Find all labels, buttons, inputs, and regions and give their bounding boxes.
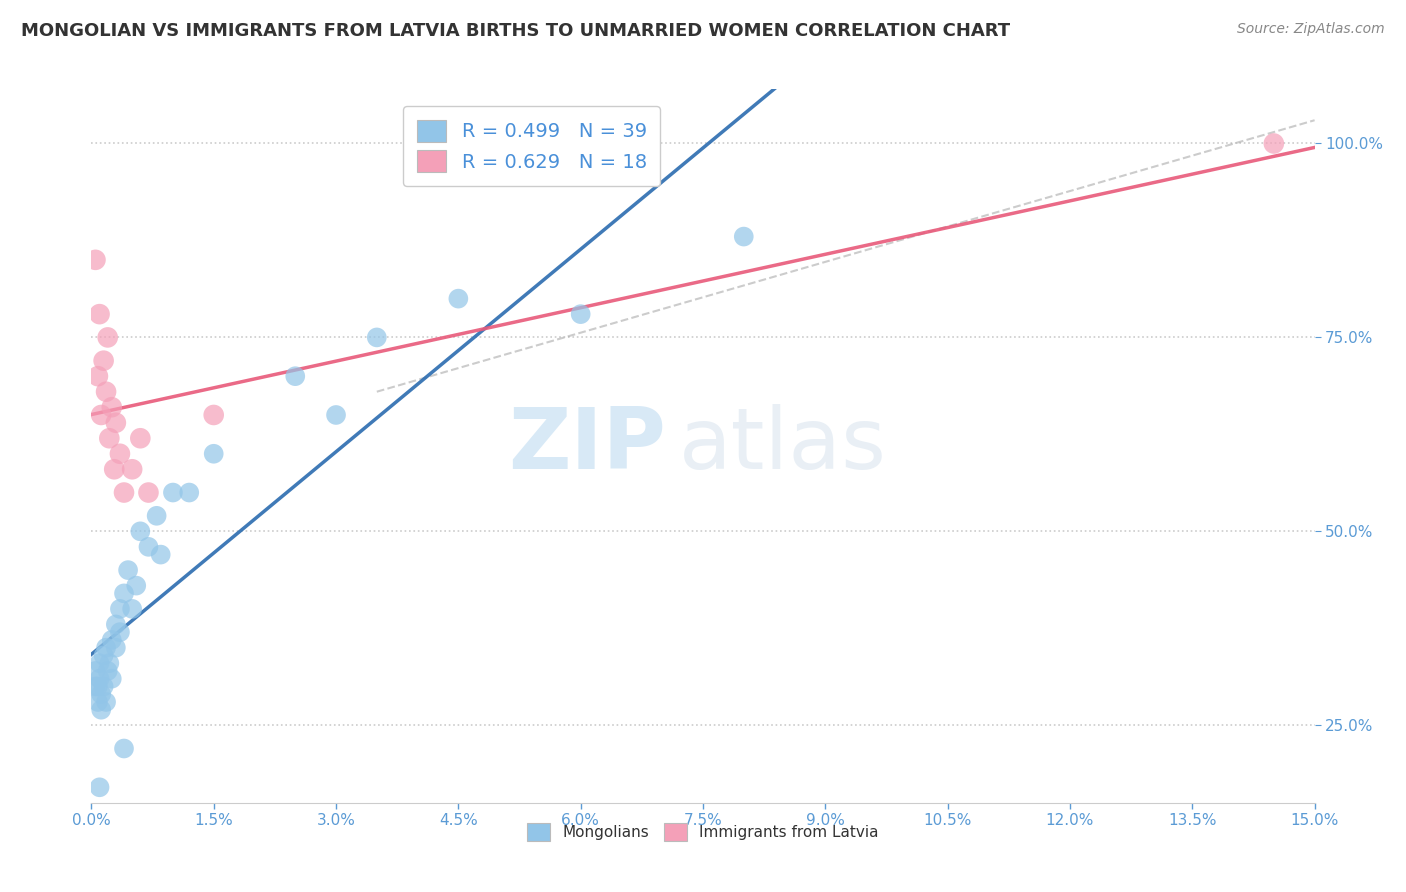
Text: MONGOLIAN VS IMMIGRANTS FROM LATVIA BIRTHS TO UNMARRIED WOMEN CORRELATION CHART: MONGOLIAN VS IMMIGRANTS FROM LATVIA BIRT… [21,22,1011,40]
Point [84,680,107,694]
Point [104,617,127,632]
Point [89,672,111,686]
Point [104,640,127,655]
Point [90,703,112,717]
Point [179,485,201,500]
Point [89,307,111,321]
Point [112,485,135,500]
Point [93,353,115,368]
Point [103,462,125,476]
Point [90,408,112,422]
Point [162,485,184,500]
Point [87,680,110,694]
Point [121,602,143,616]
Point [121,462,143,476]
Point [138,540,160,554]
Text: atlas: atlas [679,404,887,488]
Point [366,330,388,344]
Point [733,229,755,244]
Point [87,695,110,709]
Point [101,632,124,647]
Point [447,292,470,306]
Point [94,384,117,399]
Point [87,369,110,384]
Point [149,548,172,562]
Point [129,524,152,539]
Point [93,680,115,694]
Point [202,408,225,422]
Point [125,579,148,593]
Text: ZIP: ZIP [509,404,666,488]
Point [108,602,131,616]
Point [117,563,139,577]
Point [108,447,131,461]
Point [101,401,124,415]
Point [202,447,225,461]
Point [94,695,117,709]
Text: Source: ZipAtlas.com: Source: ZipAtlas.com [1237,22,1385,37]
Point [97,330,120,344]
Point [89,780,111,795]
Point [93,648,115,663]
Point [94,640,117,655]
Point [89,656,111,670]
Point [569,307,592,321]
Legend: Mongolians, Immigrants from Latvia: Mongolians, Immigrants from Latvia [519,816,887,848]
Point [325,408,347,422]
Point [112,586,135,600]
Point [138,485,160,500]
Point [104,416,127,430]
Point [1263,136,1285,151]
Point [98,431,121,445]
Point [98,656,121,670]
Point [129,431,152,445]
Point [112,741,135,756]
Point [108,625,131,640]
Point [84,252,107,267]
Point [145,508,167,523]
Point [97,664,120,678]
Point [90,687,112,701]
Point [284,369,307,384]
Point [101,672,124,686]
Point [84,664,107,678]
